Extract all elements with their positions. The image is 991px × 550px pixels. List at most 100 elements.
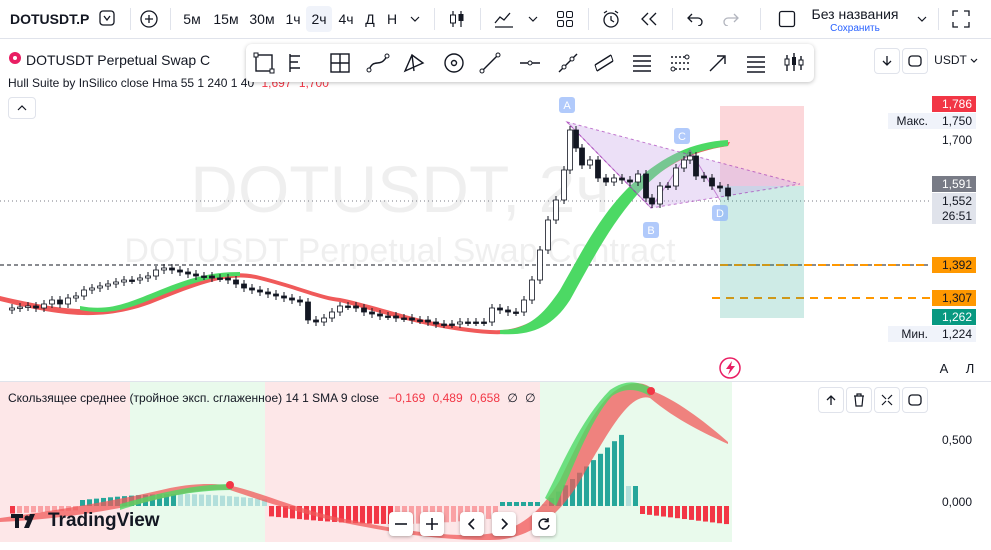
interval-2[interactable]: 30м bbox=[249, 11, 275, 27]
interval-4[interactable]: 2ч bbox=[306, 6, 332, 32]
interval-3[interactable]: 1ч bbox=[285, 11, 301, 27]
interval-dropdown-chevron-icon[interactable] bbox=[406, 6, 424, 32]
fib-extension-icon[interactable] bbox=[668, 51, 692, 75]
fib-retracement-icon[interactable] bbox=[630, 51, 654, 75]
divider bbox=[434, 8, 435, 30]
scroll-right-button[interactable] bbox=[492, 512, 516, 536]
tradingview-logo[interactable]: TradingView bbox=[10, 510, 160, 532]
candle-body bbox=[409, 317, 415, 321]
alert-clock-icon[interactable] bbox=[598, 6, 624, 32]
svg-text:A: A bbox=[563, 100, 571, 112]
candle-body bbox=[129, 279, 135, 282]
histogram-bar bbox=[94, 498, 99, 506]
reset-chart-button[interactable] bbox=[532, 512, 556, 536]
horizontal-ray-icon[interactable] bbox=[518, 51, 542, 75]
histogram-bar bbox=[10, 506, 15, 514]
candle-body bbox=[97, 285, 103, 289]
layout-name-button[interactable]: Без названия Сохранить bbox=[806, 6, 904, 34]
divider bbox=[588, 8, 589, 30]
interval-5[interactable]: 4ч bbox=[338, 11, 354, 27]
candle-body bbox=[433, 321, 439, 325]
layout-checkbox-icon[interactable] bbox=[776, 6, 798, 32]
osc-value-4: ∅ bbox=[507, 391, 518, 405]
log-scale-button[interactable]: Л bbox=[965, 360, 975, 376]
label-a[interactable]: A bbox=[559, 97, 575, 113]
candle-body bbox=[121, 279, 127, 283]
crosshair-box-icon[interactable] bbox=[328, 51, 352, 75]
zoom-in-button[interactable] bbox=[420, 512, 444, 536]
label-c[interactable]: C bbox=[674, 128, 690, 144]
indicators-chevron-icon[interactable] bbox=[524, 6, 542, 32]
collapse-legend-button[interactable] bbox=[8, 97, 36, 119]
abcd-path[interactable] bbox=[566, 121, 721, 209]
candle-body bbox=[595, 159, 601, 179]
zoom-out-button[interactable] bbox=[389, 512, 413, 536]
parallel-channel-icon[interactable] bbox=[592, 51, 616, 75]
arrow-icon[interactable] bbox=[706, 51, 730, 75]
interval-1[interactable]: 15м bbox=[213, 11, 239, 27]
histogram-bar bbox=[486, 506, 491, 519]
bull-zone bbox=[130, 382, 265, 542]
extended-line-icon[interactable] bbox=[556, 51, 580, 75]
curve-icon[interactable] bbox=[366, 51, 390, 75]
replay-icon[interactable] bbox=[636, 6, 662, 32]
symbol-legend[interactable]: DOTUSDT Perpetual Swap C bbox=[8, 51, 210, 68]
osc-scale-tick: 0,500 bbox=[942, 433, 973, 447]
candle-body bbox=[321, 317, 327, 323]
text-lines-icon[interactable] bbox=[744, 51, 768, 75]
price-chart[interactable]: DOTUSDT, 2ч DOTUSDT Perpetual Swap Contr… bbox=[0, 38, 930, 380]
pane-separator[interactable] bbox=[0, 381, 991, 382]
histogram-bar bbox=[283, 506, 288, 518]
collapse-pane-button[interactable] bbox=[874, 387, 900, 413]
bars-style-icon[interactable] bbox=[782, 51, 806, 75]
interval-7[interactable]: Н bbox=[386, 11, 398, 27]
lightning-icon[interactable] bbox=[719, 357, 741, 379]
currency-selector[interactable]: USDT bbox=[932, 48, 980, 72]
fullscreen-icon[interactable] bbox=[948, 6, 974, 32]
histogram-bar bbox=[633, 486, 638, 506]
scroll-down-button[interactable] bbox=[874, 48, 900, 74]
candles-icon[interactable] bbox=[444, 6, 470, 32]
symbol-search-button[interactable]: DOTUSDT.P bbox=[8, 6, 128, 32]
histogram-bar bbox=[703, 506, 708, 522]
delete-pane-button[interactable] bbox=[846, 387, 872, 413]
pitchfork-icon[interactable] bbox=[284, 51, 308, 75]
signal-ribbon-bear bbox=[0, 383, 728, 540]
indicator-name: Hull Suite by InSilico close Hma 55 1 24… bbox=[8, 76, 255, 90]
undo-icon[interactable] bbox=[682, 6, 708, 32]
oscillator-chart[interactable] bbox=[0, 382, 930, 542]
position-target-zone[interactable] bbox=[720, 186, 804, 318]
histogram-bar bbox=[724, 506, 729, 525]
rectangle-select-icon[interactable] bbox=[252, 51, 276, 75]
position-stop-zone[interactable] bbox=[720, 106, 804, 186]
histogram-bar bbox=[647, 506, 652, 515]
layout-chevron-icon[interactable] bbox=[914, 6, 930, 32]
scroll-left-button[interactable] bbox=[460, 512, 484, 536]
bar-chart-icon bbox=[8, 51, 22, 68]
templates-icon[interactable] bbox=[552, 6, 578, 32]
label-d[interactable]: D bbox=[712, 205, 728, 221]
histogram-bar bbox=[668, 506, 673, 518]
target-circle-icon[interactable] bbox=[442, 51, 466, 75]
oscillator-legend[interactable]: Скользящее среднее (тройное эксп. сглаже… bbox=[8, 391, 536, 405]
indicators-icon[interactable] bbox=[490, 6, 518, 32]
histogram-bar bbox=[325, 506, 330, 522]
compare-add-icon[interactable] bbox=[136, 6, 162, 32]
maximize-pane-button[interactable] bbox=[902, 387, 928, 413]
interval-0[interactable]: 5м bbox=[183, 11, 201, 27]
candle-body bbox=[709, 177, 715, 187]
triangle-pattern-icon[interactable] bbox=[402, 51, 426, 75]
candle-body bbox=[393, 315, 399, 319]
auto-scale-button[interactable]: A bbox=[939, 360, 949, 376]
watermark-symbol: DOTUSDT, 2ч bbox=[190, 152, 609, 226]
interval-6[interactable]: Д bbox=[365, 11, 375, 27]
histogram-bar bbox=[612, 441, 617, 506]
trend-line-icon[interactable] bbox=[478, 51, 502, 75]
move-pane-up-button[interactable] bbox=[818, 387, 844, 413]
redo-icon[interactable] bbox=[718, 6, 744, 32]
fit-screen-button[interactable] bbox=[902, 48, 928, 74]
histogram-bar bbox=[682, 506, 687, 520]
label-b[interactable]: B bbox=[643, 222, 659, 238]
histogram-bar bbox=[178, 494, 183, 506]
candle-body bbox=[545, 219, 551, 251]
